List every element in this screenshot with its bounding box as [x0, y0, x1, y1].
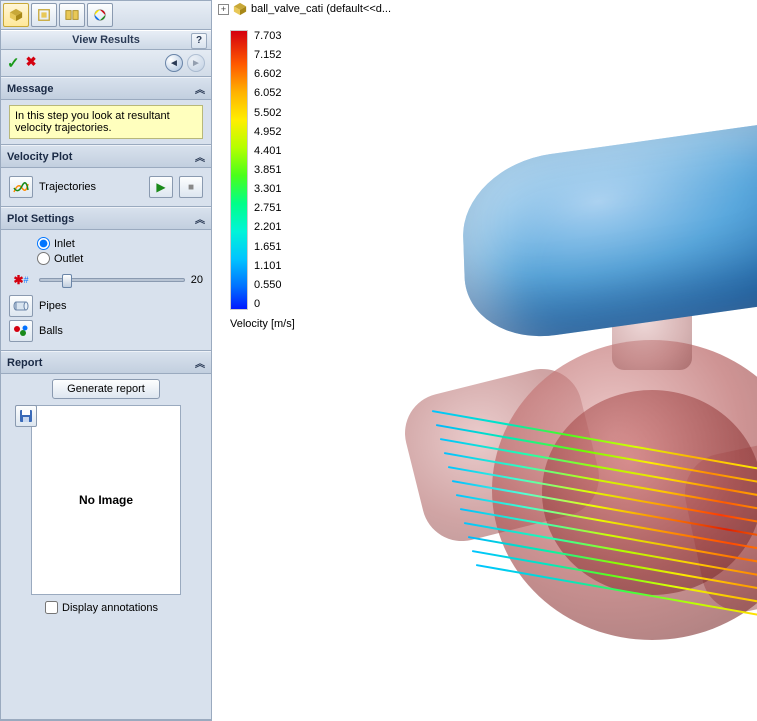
legend-tick: 4.401: [254, 145, 282, 157]
inlet-label: Inlet: [54, 238, 75, 250]
feature-tree-root[interactable]: + ball_valve_cati (default<<d...: [218, 2, 391, 16]
legend-title: Velocity [m/s]: [230, 318, 295, 330]
plot-settings-head[interactable]: Plot Settings ︽: [1, 207, 211, 230]
chevron-icon: ︽: [195, 149, 205, 164]
cancel-icon[interactable]: ✖: [26, 54, 37, 72]
count-value: 20: [191, 274, 203, 286]
report-head-label: Report: [7, 357, 42, 369]
valve-handle: [461, 112, 757, 347]
viewport[interactable]: + ball_valve_cati (default<<d... 7.7037.…: [212, 0, 757, 721]
tab-configuration-manager[interactable]: [59, 3, 85, 27]
outlet-label: Outlet: [54, 253, 83, 265]
balls-icon[interactable]: [9, 320, 33, 342]
scene-3d[interactable]: [372, 120, 757, 680]
no-image-box: No Image: [31, 405, 181, 595]
legend-tick: 6.052: [254, 87, 282, 99]
pipes-label: Pipes: [39, 300, 67, 312]
legend-tick: 0: [254, 298, 282, 310]
tab-property-manager[interactable]: [31, 3, 57, 27]
legend-tick: 7.152: [254, 49, 282, 61]
plot-settings-label: Plot Settings: [7, 213, 74, 225]
outlet-radio[interactable]: [37, 252, 50, 265]
chevron-icon: ︽: [195, 355, 205, 370]
prev-button[interactable]: ◄: [165, 54, 183, 72]
save-icon[interactable]: [15, 405, 37, 427]
legend-tick: 2.751: [254, 202, 282, 214]
velocity-head-label: Velocity Plot: [7, 151, 72, 163]
inlet-radio[interactable]: [37, 237, 50, 250]
legend-tick: 1.651: [254, 241, 282, 253]
part-icon: [233, 2, 247, 16]
expand-icon[interactable]: +: [218, 4, 229, 15]
pipes-icon[interactable]: [9, 295, 33, 317]
legend-tick: 1.101: [254, 260, 282, 272]
legend-tick: 0.550: [254, 279, 282, 291]
chevron-icon: ︽: [195, 211, 205, 226]
chevron-icon: ︽: [195, 81, 205, 96]
stop-button[interactable]: ■: [179, 176, 203, 198]
tab-row: [1, 1, 211, 30]
legend-tick: 3.851: [254, 164, 282, 176]
legend-tick: 7.703: [254, 30, 282, 42]
streamline: [440, 438, 757, 517]
panel-title-text: View Results: [72, 34, 140, 46]
streamline: [432, 410, 757, 487]
play-button[interactable]: ▶: [149, 176, 173, 198]
streamlines: [422, 380, 757, 640]
legend-tick: 3.301: [254, 183, 282, 195]
panel-title: View Results ?: [1, 30, 211, 50]
message-head-label: Message: [7, 83, 53, 95]
streamline: [436, 424, 757, 502]
balls-label: Balls: [39, 325, 63, 337]
tab-appearance[interactable]: [87, 3, 113, 27]
ok-icon[interactable]: ✓: [7, 54, 20, 72]
sidebar: View Results ? ✓ ✖ ◄ ► Message ︽ In this…: [0, 0, 212, 721]
report-head[interactable]: Report ︽: [1, 351, 211, 374]
tree-root-label: ball_valve_cati (default<<d...: [251, 3, 391, 15]
generate-report-button[interactable]: Generate report: [52, 379, 160, 399]
legend-ticks: 7.703 7.152 6.602 6.052 5.502 4.952 4.401 3.851…: [254, 30, 282, 310]
display-annotations-checkbox[interactable]: [45, 601, 58, 614]
legend-tick: 5.502: [254, 107, 282, 119]
color-legend: 7.703 7.152 6.602 6.052 5.502 4.952 4.401 3.851…: [230, 30, 282, 310]
legend-tick: 2.201: [254, 221, 282, 233]
legend-tick: 6.602: [254, 68, 282, 80]
legend-tick: 4.952: [254, 126, 282, 138]
legend-bar: [230, 30, 248, 310]
tab-feature-manager[interactable]: [3, 3, 29, 27]
trajectories-icon: [9, 176, 33, 198]
velocity-head[interactable]: Velocity Plot ︽: [1, 145, 211, 168]
display-annotations-label: Display annotations: [62, 602, 158, 614]
next-button: ►: [187, 54, 205, 72]
count-slider[interactable]: [39, 278, 185, 282]
count-icon: ✱#: [9, 269, 33, 291]
action-row: ✓ ✖ ◄ ►: [1, 50, 211, 77]
message-head[interactable]: Message ︽: [1, 77, 211, 100]
message-text: In this step you look at resultant veloc…: [9, 105, 203, 139]
help-button[interactable]: ?: [191, 33, 207, 49]
trajectories-label: Trajectories: [39, 181, 143, 193]
